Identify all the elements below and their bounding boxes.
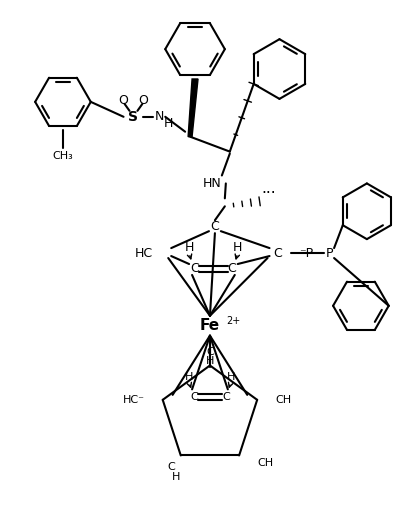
Text: HC⁻: HC⁻ bbox=[123, 395, 145, 405]
Text: O: O bbox=[119, 95, 128, 107]
Text: S: S bbox=[128, 110, 139, 124]
Text: C: C bbox=[273, 246, 282, 260]
Text: H: H bbox=[172, 473, 180, 482]
Text: H: H bbox=[227, 372, 235, 382]
Text: N: N bbox=[155, 110, 164, 123]
Text: C: C bbox=[227, 262, 236, 276]
Text: C: C bbox=[190, 392, 198, 402]
Text: HN: HN bbox=[202, 177, 221, 190]
Text: CH: CH bbox=[275, 395, 291, 405]
Text: C: C bbox=[210, 220, 219, 233]
Text: 2+: 2+ bbox=[227, 316, 241, 326]
Text: C: C bbox=[191, 262, 200, 276]
Text: C: C bbox=[222, 392, 230, 402]
Text: H: H bbox=[184, 241, 194, 254]
Text: CH₃: CH₃ bbox=[53, 151, 74, 160]
Text: HC: HC bbox=[135, 246, 154, 260]
Text: ···: ··· bbox=[261, 186, 276, 201]
Text: Fe: Fe bbox=[200, 318, 220, 333]
Text: H: H bbox=[164, 117, 173, 130]
Text: O: O bbox=[139, 95, 148, 107]
Text: H: H bbox=[206, 356, 214, 366]
Text: C: C bbox=[167, 463, 175, 473]
Polygon shape bbox=[188, 79, 198, 136]
Text: C: C bbox=[206, 347, 214, 356]
Text: H: H bbox=[233, 241, 242, 254]
Text: CH: CH bbox=[257, 458, 273, 468]
Text: P: P bbox=[325, 246, 333, 260]
Text: ⁻P: ⁻P bbox=[299, 246, 314, 260]
Text: H: H bbox=[185, 372, 193, 382]
